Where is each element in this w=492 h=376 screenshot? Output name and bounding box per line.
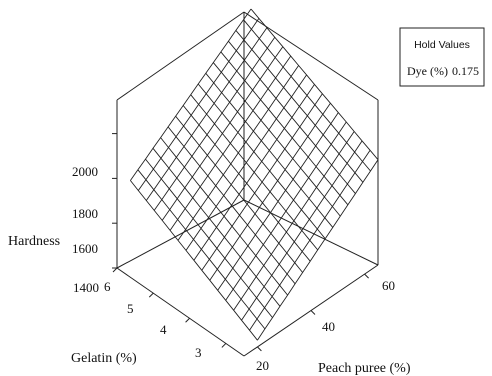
tick-mark: [148, 292, 154, 298]
z-axis-label: Hardness: [8, 234, 60, 249]
surface-grid-line: [233, 131, 355, 311]
surface-grid-line: [197, 83, 326, 239]
surface-grid-line: [225, 121, 347, 301]
surface-grid-line: [257, 159, 379, 341]
hold-values-title: Hold Values: [414, 39, 470, 51]
x-tick-label: 3: [195, 345, 202, 360]
x-tick-label: 5: [127, 301, 134, 316]
surface-grid-line: [220, 51, 349, 206]
y-tick-label: 60: [382, 278, 395, 293]
surface-grid-line: [209, 102, 331, 281]
x-axis-line: [116, 267, 245, 357]
tick-mark: [185, 317, 190, 323]
box-edge-top-left: [116, 11, 245, 101]
surface-grid-line: [241, 140, 363, 321]
x-tick-label: 4: [160, 322, 167, 337]
tick-mark: [112, 267, 118, 273]
surface-grid-line: [205, 73, 334, 228]
y-axis-label: Peach puree (%): [318, 361, 411, 376]
surface-grid-line: [201, 93, 323, 271]
hold-values-value: 0.175: [452, 64, 479, 78]
z-tick-label: 1800: [72, 206, 98, 221]
surface-grid-line: [249, 150, 371, 331]
axis-ticks: [112, 133, 369, 352]
y-tick-label: 20: [256, 358, 269, 373]
z-tick-label: 2000: [72, 164, 98, 179]
hold-values-box: Hold Values Dye (%) 0.175: [399, 27, 485, 87]
box-edge-back-right: [243, 199, 379, 266]
tick-mark: [257, 346, 262, 352]
y-tick-label: 40: [322, 319, 335, 334]
hold-values-frame: [399, 27, 485, 87]
box-edge-back-left: [116, 199, 245, 269]
surface-grid-line: [235, 30, 364, 183]
response-surface: [130, 8, 379, 341]
x-axis-label: Gelatin (%): [71, 351, 137, 366]
tick-mark: [221, 343, 227, 348]
surface-grid-line: [250, 8, 379, 160]
surface-grid-line: [190, 94, 319, 251]
surface-grid-line: [212, 62, 341, 217]
surface-grid-line: [217, 112, 339, 291]
surface-grid-line: [228, 40, 356, 194]
hold-values-label: Dye (%): [407, 64, 448, 78]
tick-mark: [364, 273, 369, 279]
x-tick-label: 6: [104, 279, 111, 294]
tick-mark: [310, 310, 316, 315]
z-tick-label: 1400: [73, 280, 99, 295]
surface-grid-line: [243, 19, 371, 172]
z-tick-label: 1600: [72, 241, 98, 256]
